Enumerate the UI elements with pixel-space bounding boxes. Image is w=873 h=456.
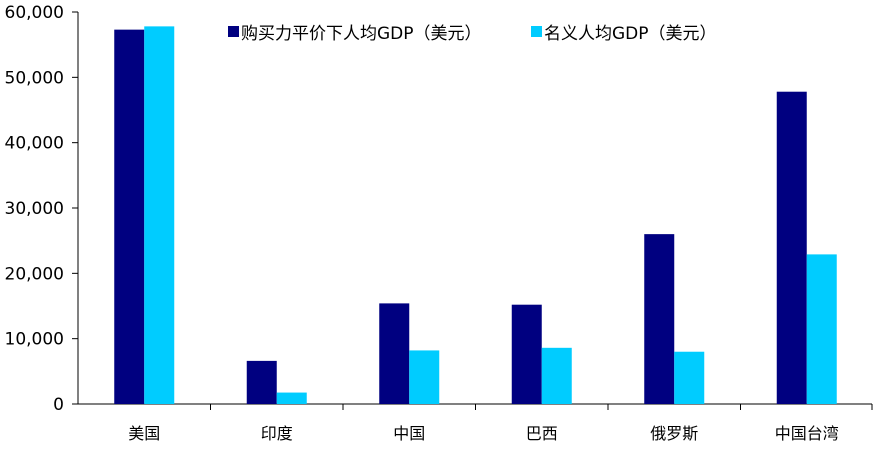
x-tick-label: 印度 bbox=[261, 424, 293, 443]
y-tick-label: 60,000 bbox=[5, 3, 64, 23]
x-tick-label: 中国台湾 bbox=[775, 424, 839, 443]
y-tick-label: 30,000 bbox=[5, 199, 64, 219]
bar-nominal bbox=[409, 350, 440, 404]
x-tick-label: 美国 bbox=[128, 424, 160, 443]
bar-ppp bbox=[246, 360, 277, 404]
y-tick-label: 10,000 bbox=[5, 330, 64, 350]
legend-label: 购买力平价下人均GDP（美元） bbox=[241, 24, 482, 44]
y-tick-label: 40,000 bbox=[5, 134, 64, 154]
bar-nominal bbox=[276, 392, 307, 404]
bar-nominal bbox=[144, 26, 175, 405]
axes: 0 10,000 20,000 30,000 40,000 50,000 60,000 美国 印… bbox=[5, 3, 873, 443]
bar-ppp bbox=[511, 304, 542, 404]
bar-nominal bbox=[806, 254, 837, 404]
x-tick-label: 巴西 bbox=[526, 424, 558, 443]
bar-ppp bbox=[379, 303, 410, 404]
y-tick-label: 50,000 bbox=[5, 68, 64, 88]
legend-label: 名义人均GDP（美元） bbox=[544, 24, 717, 44]
y-tick-label: 0 bbox=[53, 395, 64, 415]
bar-ppp bbox=[114, 29, 145, 404]
legend-swatch bbox=[531, 26, 542, 37]
bar-ppp bbox=[776, 91, 807, 404]
legend: 购买力平价下人均GDP（美元） 名义人均GDP（美元） bbox=[228, 24, 717, 44]
legend-swatch bbox=[228, 26, 239, 37]
bar-ppp bbox=[644, 234, 675, 404]
bar-nominal bbox=[674, 351, 705, 404]
y-tick-label: 20,000 bbox=[5, 264, 64, 284]
bars bbox=[114, 26, 837, 405]
bar-nominal bbox=[541, 347, 572, 404]
x-tick-label: 中国 bbox=[393, 424, 425, 443]
x-tick-label: 俄罗斯 bbox=[650, 424, 698, 443]
